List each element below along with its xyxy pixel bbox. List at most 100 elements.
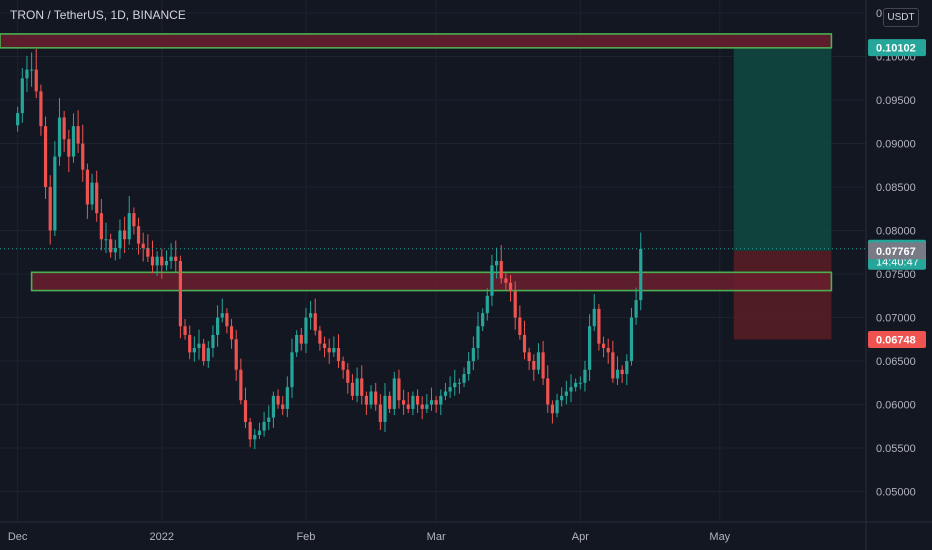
candle-down	[229, 326, 234, 340]
candle-down	[243, 400, 248, 422]
candle-up	[197, 343, 201, 348]
candle-down	[67, 139, 71, 157]
candle-up	[574, 382, 578, 388]
entry-price-label: 0.07767	[876, 246, 916, 258]
candle-up	[588, 326, 592, 370]
candle-down	[597, 308, 601, 344]
candle-up	[439, 395, 443, 405]
candle-down	[62, 117, 66, 140]
price-tick-label: 0.05000	[876, 487, 916, 499]
candle-down	[123, 230, 127, 240]
candle-up	[216, 317, 220, 335]
stop-price-label: 0.06748	[876, 334, 916, 346]
candle-up	[220, 313, 224, 318]
candle-up	[16, 113, 20, 126]
candle-up	[285, 387, 289, 409]
candle-up	[369, 391, 373, 405]
candle-up	[57, 117, 62, 157]
candle-up	[355, 378, 359, 396]
candle-up	[634, 300, 638, 318]
candle-up	[267, 417, 271, 422]
candle-down	[132, 213, 136, 227]
candle-up	[257, 430, 262, 435]
price-tick-label: 0.09500	[876, 95, 916, 107]
candle-up	[53, 156, 57, 231]
candle-down	[601, 343, 606, 348]
candle-up	[564, 391, 568, 396]
candle-up	[485, 295, 489, 314]
candle-up	[304, 317, 308, 344]
candle-down	[160, 256, 164, 266]
candle-down	[504, 278, 508, 283]
candle-up	[625, 361, 629, 375]
price-tick-label: 0.07000	[876, 313, 916, 325]
candle-down	[415, 395, 420, 405]
candle-up	[476, 326, 480, 348]
candle-down	[360, 378, 364, 396]
price-tick-label: 0.08000	[876, 226, 916, 238]
candle-down	[434, 400, 438, 405]
candle-down	[346, 369, 350, 383]
candle-up	[211, 334, 215, 348]
price-axis[interactable]: 0.05000 0.05500 0.06000 0.06500 0.07000 0.075…	[865, 0, 916, 550]
support-zone	[30, 271, 833, 292]
candle-down	[313, 313, 317, 331]
candle-down	[508, 282, 513, 292]
candle-up	[495, 261, 499, 266]
candle-up	[569, 387, 573, 392]
price-tick-label: 0.09000	[876, 139, 916, 151]
candles-layer	[16, 49, 643, 450]
stop-price-badge	[868, 330, 926, 348]
candle-up	[90, 182, 94, 205]
time-tick-label: Dec	[8, 531, 28, 543]
time-tick-label: Apr	[572, 531, 589, 543]
candle-up	[30, 69, 34, 71]
candle-down	[513, 291, 517, 318]
candle-down	[378, 404, 382, 422]
countdown-label: 14:40:47	[876, 257, 919, 269]
price-tick-label: 0.08500	[876, 182, 916, 194]
candle-down	[397, 378, 401, 401]
candle-up	[462, 374, 466, 383]
candle-up	[309, 313, 313, 318]
candle-down	[318, 330, 322, 344]
candle-down	[183, 326, 187, 335]
candle-up	[113, 247, 117, 253]
candle-down	[522, 334, 527, 353]
candle-up	[592, 308, 596, 327]
candle-up	[471, 348, 475, 362]
candle-up	[271, 395, 275, 418]
target-price-badge	[868, 39, 926, 57]
candle-down	[202, 343, 206, 362]
candle-down	[527, 352, 531, 362]
stop-zone	[733, 250, 832, 340]
candle-down	[281, 404, 285, 409]
time-tick-label: May	[709, 531, 730, 543]
candle-down	[350, 382, 355, 396]
candle-down	[81, 143, 85, 170]
candle-up	[429, 400, 434, 405]
candle-up	[71, 126, 76, 157]
candle-down	[550, 404, 554, 414]
candle-up	[104, 239, 108, 241]
price-tick-label: 0.06000	[876, 400, 916, 412]
price-tick-label: 0.05500	[876, 443, 916, 455]
target-price-label: 0.10102	[876, 43, 916, 55]
candle-up	[448, 387, 452, 392]
candle-up	[25, 69, 29, 79]
candle-down	[276, 395, 280, 405]
candle-up	[453, 382, 457, 388]
candle-down	[188, 334, 192, 353]
currency-button[interactable]: USDT	[883, 8, 919, 27]
time-axis[interactable]: Dec 2022 Feb Mar Apr May	[0, 521, 932, 543]
candle-up	[383, 395, 387, 422]
candle-down	[388, 395, 392, 409]
candle-up	[615, 369, 620, 379]
candle-up	[536, 352, 541, 370]
candle-down	[48, 187, 52, 231]
candle-down	[336, 348, 341, 362]
candle-up	[295, 334, 299, 353]
candle-down	[341, 361, 345, 370]
candle-down	[225, 313, 229, 327]
